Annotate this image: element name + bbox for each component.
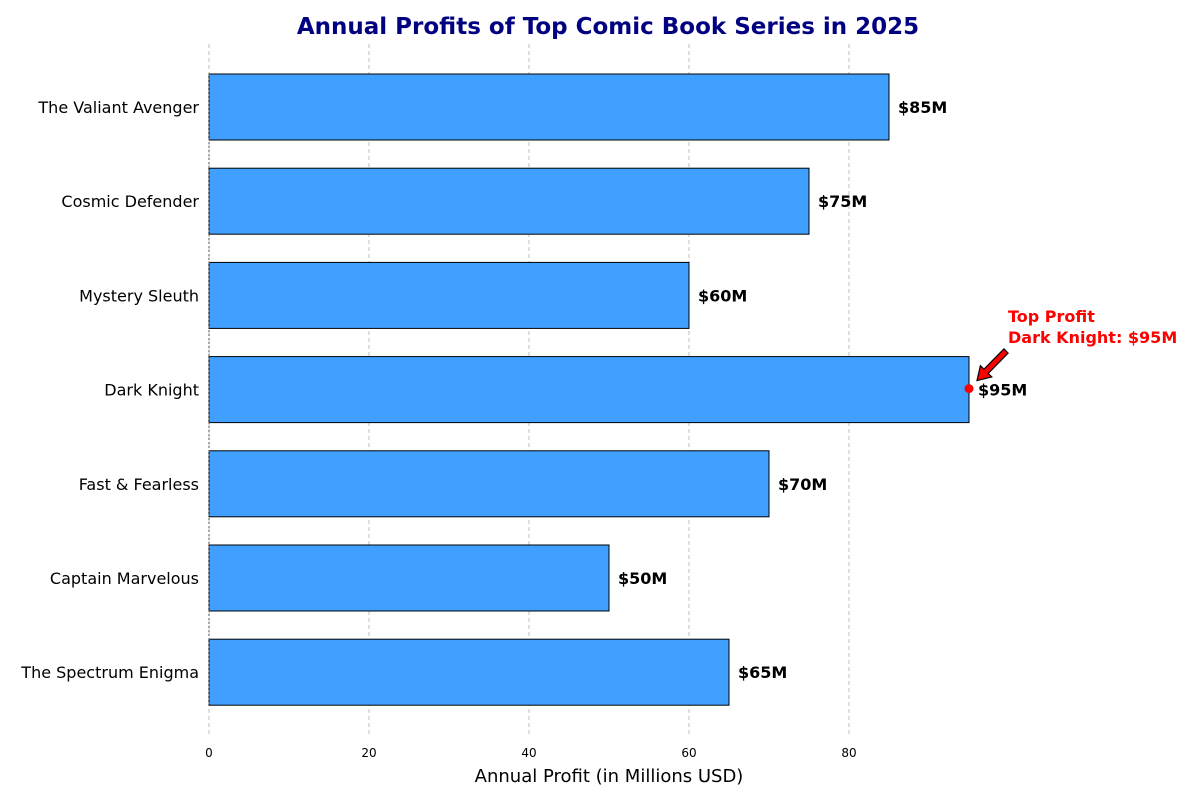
annotation-point [964, 384, 974, 394]
bar [208, 167, 810, 235]
annotation-text: Top Profit [1008, 307, 1095, 326]
bar [208, 544, 610, 612]
value-label: $95M [978, 381, 1027, 400]
bars [208, 73, 970, 706]
category-label: The Spectrum Enigma [20, 663, 199, 682]
value-label: $75M [818, 192, 867, 211]
category-label: Mystery Sleuth [79, 286, 199, 305]
bar [208, 356, 970, 424]
chart-title: Annual Profits of Top Comic Book Series … [297, 14, 919, 40]
x-tick-label: 60 [681, 746, 696, 760]
annotation: Top Profit Dark Knight: $95M [964, 307, 1177, 394]
annotation-text: Dark Knight: $95M [1008, 328, 1177, 347]
annotation-arrow [976, 348, 1009, 382]
value-label: $65M [738, 663, 787, 682]
bar [208, 450, 770, 518]
x-tick-label: 40 [521, 746, 536, 760]
value-label: $70M [778, 475, 827, 494]
value-labels: $85M $75M $60M $95M $70M $50M $65M [618, 98, 1027, 682]
category-label: Fast & Fearless [79, 475, 199, 494]
x-tick-label: 0 [205, 746, 213, 760]
category-labels: The Valiant Avenger Cosmic Defender Myster… [20, 98, 199, 682]
bar [208, 73, 890, 141]
category-label: Cosmic Defender [61, 192, 199, 211]
category-label: Dark Knight [104, 381, 199, 400]
value-label: $50M [618, 569, 667, 588]
x-axis-label: Annual Profit (in Millions USD) [475, 766, 744, 787]
x-tick-label: 20 [361, 746, 376, 760]
value-label: $85M [898, 98, 947, 117]
value-label: $60M [698, 286, 747, 305]
category-label: Captain Marvelous [50, 569, 199, 588]
x-axis-ticks: 0 20 40 60 80 [205, 746, 856, 760]
bar [208, 638, 730, 706]
category-label: The Valiant Avenger [37, 98, 199, 117]
bar [208, 261, 690, 329]
x-tick-label: 80 [841, 746, 856, 760]
